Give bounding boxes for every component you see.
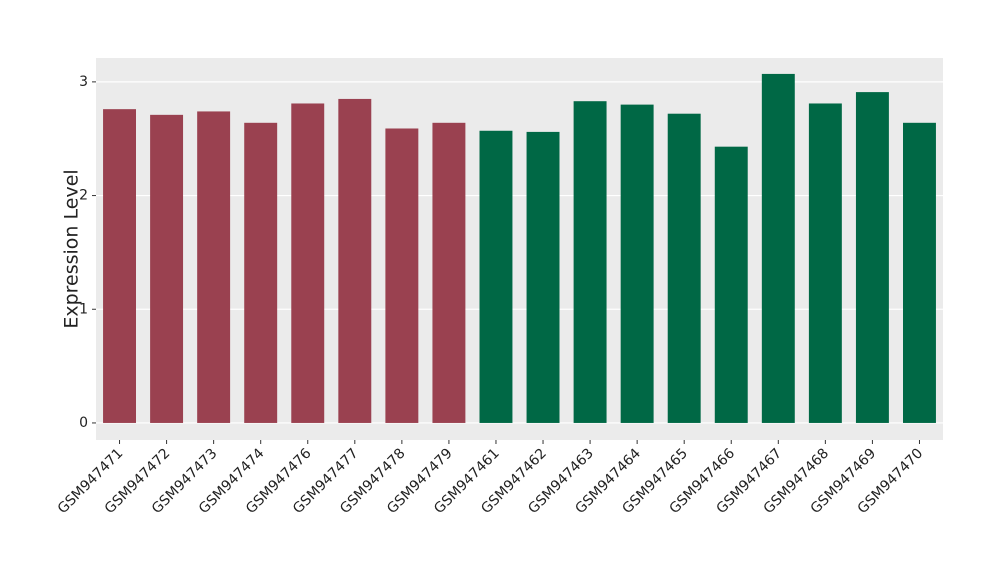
y-tick-label: 2 (79, 188, 88, 204)
bar (761, 73, 795, 423)
plot-panel (96, 58, 943, 440)
bar (150, 114, 184, 423)
bar (291, 103, 325, 423)
bar (714, 146, 748, 423)
bar (479, 130, 513, 423)
bar (526, 131, 560, 423)
bar (667, 113, 701, 423)
bar (903, 122, 936, 423)
bar (338, 98, 372, 423)
y-tick-label: 0 (79, 415, 88, 431)
bar (244, 122, 278, 423)
y-tick-label: 1 (79, 301, 88, 317)
bar (855, 92, 889, 423)
bar (432, 122, 466, 423)
bar (620, 104, 654, 423)
bar (573, 101, 607, 423)
bar (103, 109, 136, 423)
bar (385, 128, 419, 423)
y-tick-label: 3 (79, 74, 88, 90)
bar (808, 103, 842, 423)
y-axis-title: Expression Level (61, 169, 83, 328)
bar (197, 111, 231, 423)
